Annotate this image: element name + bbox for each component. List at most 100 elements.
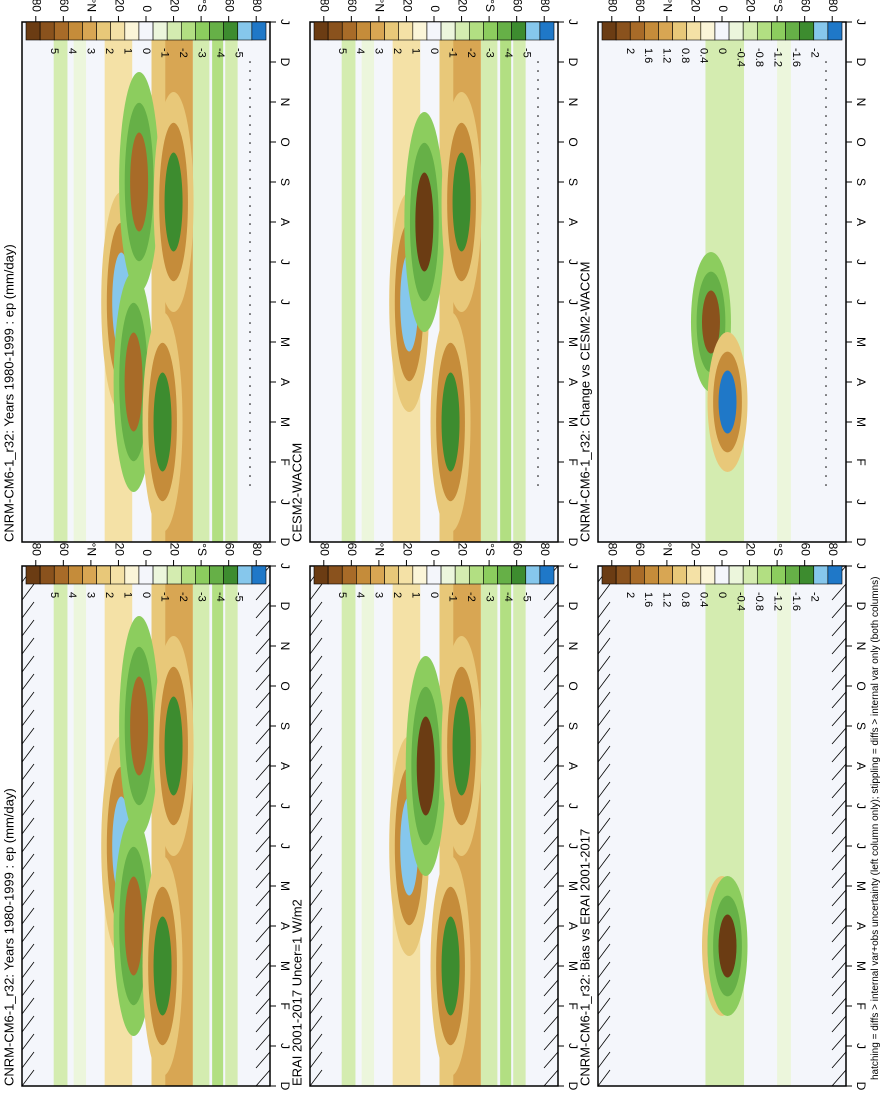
x-tick-label: A [278,762,292,770]
band [73,566,87,1086]
colorbar-label: 4 [66,592,78,598]
hatching [598,566,846,1086]
feature-blob [416,716,435,816]
colorbar-label: -1.2 [771,48,783,67]
hatching [22,566,270,1086]
colorbar-swatch [68,565,83,585]
colorbar-swatch [440,21,456,41]
band [53,566,68,1086]
colorbar-swatch [615,565,631,585]
x-tick-label: D [278,58,292,67]
colorbar-swatch [468,21,484,41]
colorbar-swatch [539,565,555,585]
y-tick-label: 80 [30,543,44,557]
x-tick-label: M [278,961,292,971]
colorbar-label: -2 [177,592,189,602]
colorbar-label: -3 [483,592,495,602]
colorbar-swatch [223,21,239,41]
colorbar-label: -5 [232,592,244,602]
x-tick-label: D [278,538,292,547]
colorbar-swatch [483,21,498,41]
feature-blob [153,372,172,472]
y-tick-label: °N [373,543,387,556]
y-tick-label: 80 [250,0,264,12]
x-tick-label: S [278,178,292,186]
y-tick-label: 60 [57,0,71,12]
colorbar-swatch [237,565,253,585]
x-tick-label: O [566,681,580,690]
band [480,22,498,542]
stippling [825,61,827,486]
colorbar-label: 5 [336,592,348,598]
y-tick-label: 60 [222,0,236,12]
feature-blob [441,916,460,1016]
colorbar-label: -2 [808,48,820,58]
colorbar-label: -1 [159,592,171,602]
x-tick-label: J [566,843,580,849]
colorbar-label: -4 [502,592,514,602]
feature-blob [415,172,434,272]
x-tick-label: A [278,218,292,226]
x-tick-label: O [854,681,868,690]
colorbar-swatch [25,565,41,585]
colorbar-swatch [799,21,815,41]
y-tick-label: 80 [606,0,620,12]
y-tick-label: 0 [428,5,442,12]
x-tick-label: J [278,19,292,25]
colorbar-swatch [454,565,470,585]
y-tick-label: 60 [510,543,524,557]
stippling [249,61,251,486]
colorbar-label: 0 [716,48,728,54]
y-tick-label: °S [771,0,785,12]
feature-blob [164,696,183,796]
colorbar-swatch [138,21,154,41]
x-tick-label: S [278,722,292,730]
colorbar: 5 4 3 2 1 0 -1 -2 -3 -4 -5 [313,21,555,58]
y-tick-label: 0 [428,549,442,556]
band [500,566,512,1086]
colorbar-label: 1.6 [642,48,654,63]
colorbar-swatch [356,565,371,585]
y-tick-label: 20 [455,543,469,557]
colorbar-swatch [180,565,196,585]
colorbar-swatch [454,21,470,41]
colorbar-swatch [152,565,168,585]
x-tick-label: J [566,259,580,265]
colorbar-swatch [398,565,414,585]
colorbar-label: 0 [140,592,152,598]
x-tick-label: A [854,762,868,770]
colorbar-swatch [756,565,772,585]
colorbar-swatch [53,21,69,41]
band [500,22,512,542]
colorbar-label: 4 [354,48,366,54]
x-tick-label: J [854,299,868,305]
x-tick-label: N [278,642,292,651]
y-tick-label: 60 [510,0,524,12]
colorbar-label: 1.2 [661,48,673,63]
x-tick-label: A [566,218,580,226]
colorbar-label: 0.8 [679,48,691,63]
x-tick-label: J [278,843,292,849]
band [513,22,526,542]
x-tick-label: M [278,417,292,427]
colorbar-label: 3 [373,592,385,598]
x-tick-label: M [566,417,580,427]
colorbar-swatch [672,21,688,41]
colorbar-swatch [686,565,702,585]
band [341,22,356,542]
y-tick-label: 80 [538,0,552,12]
band [53,22,68,542]
x-tick-label: A [566,922,580,930]
x-tick-label: J [278,563,292,569]
colorbar-swatch [771,565,786,585]
colorbar-swatch [728,565,744,585]
colorbar: 5 4 3 2 1 0 -1 -2 -3 -4 -5 [25,21,267,58]
colorbar-swatch [152,21,168,41]
field [690,22,827,542]
colorbar-label: 1 [410,48,422,54]
x-tick-label: J [854,803,868,809]
colorbar-swatch [412,21,428,41]
colorbar-label: -2 [465,48,477,58]
